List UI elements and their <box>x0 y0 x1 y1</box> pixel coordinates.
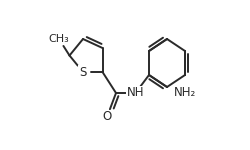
Text: NH₂: NH₂ <box>174 87 196 99</box>
Text: O: O <box>102 111 112 123</box>
Text: CH₃: CH₃ <box>48 34 70 44</box>
Text: S: S <box>79 66 87 78</box>
Text: NH: NH <box>127 87 144 99</box>
